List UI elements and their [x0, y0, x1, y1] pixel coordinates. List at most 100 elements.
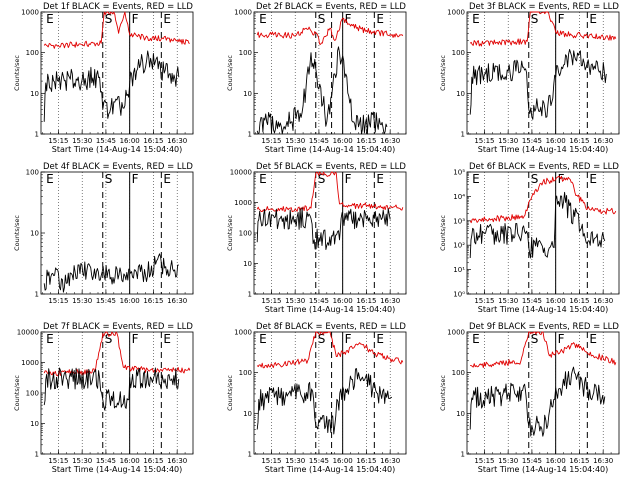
x-tick-label: 15:15: [474, 297, 494, 305]
y-tick-label: 10⁵: [453, 169, 465, 177]
marker-s: S: [318, 172, 326, 186]
panel-title: Det 1f BLACK = Events, RED = LLD: [43, 2, 193, 12]
marker-e: E: [259, 172, 267, 186]
panel-det-8: Det 8f BLACK = Events, RED = LLD 15:15 15:…: [226, 322, 407, 474]
x-tick-label: 15:45: [522, 457, 542, 465]
y-tick-label: 1000: [234, 9, 252, 17]
x-axis-label: Start Time (14-Aug-14 15:04:40): [265, 305, 396, 314]
x-tick-label: 16:30: [593, 457, 613, 465]
x-tick-label: 16:15: [569, 137, 589, 145]
marker-s: S: [105, 332, 113, 346]
y-tick-label: 1: [248, 451, 252, 459]
y-tick-label: 10¹: [453, 266, 465, 274]
x-axis-label: Start Time (14-Aug-14 15:04:40): [265, 465, 396, 474]
x-axis-label: Start Time (14-Aug-14 15:04:40): [52, 145, 183, 154]
y-axis-label: Counts/sec: [13, 55, 21, 91]
x-tick-label: 15:30: [498, 297, 518, 305]
marker-e: E: [589, 332, 597, 346]
panel-det-6: Det 6f BLACK = Events, RED = LLD 15:15 15:…: [439, 162, 620, 314]
y-axis-label: Counts/sec: [439, 215, 447, 251]
marker-f: F: [345, 12, 352, 26]
marker-e: E: [589, 12, 597, 26]
y-axis-label: Counts/sec: [13, 215, 21, 251]
series-events-line: [43, 253, 179, 293]
plot-frame: [466, 11, 620, 135]
y-tick-label: 1: [35, 131, 39, 139]
x-axis-label: Start Time (14-Aug-14 15:04:40): [52, 465, 183, 474]
marker-f: F: [132, 12, 139, 26]
marker-e: E: [376, 12, 384, 26]
series-events-line: [43, 367, 180, 411]
panel-title: Det 9f BLACK = Events, RED = LLD: [469, 322, 619, 332]
marker-s: S: [531, 332, 539, 346]
x-axis-label: Start Time (14-Aug-14 15:04:40): [478, 465, 609, 474]
x-tick-label: 15:30: [285, 457, 305, 465]
x-tick-label: 15:45: [309, 457, 329, 465]
marker-e: E: [46, 332, 54, 346]
marker-e: E: [472, 12, 480, 26]
y-tick-label: 100: [26, 169, 39, 177]
y-tick-label: 1: [35, 291, 39, 299]
x-tick-label: 16:15: [356, 137, 376, 145]
x-tick-label: 16:00: [333, 297, 353, 305]
marker-s: S: [531, 12, 539, 26]
y-tick-label: 10: [30, 420, 39, 428]
x-tick-label: 15:45: [96, 137, 116, 145]
x-tick-label: 15:45: [96, 457, 116, 465]
x-tick-label: 15:45: [96, 297, 116, 305]
marker-e: E: [163, 12, 171, 26]
x-tick-label: 16:30: [167, 137, 187, 145]
series-lld-line: [470, 331, 617, 369]
marker-e: E: [46, 12, 54, 26]
y-tick-label: 1000: [234, 329, 252, 337]
marker-e: E: [472, 332, 480, 346]
x-tick-label: 15:30: [72, 137, 92, 145]
y-axis-label: Counts/sec: [13, 375, 21, 411]
marker-f: F: [132, 332, 139, 346]
y-tick-label: 100: [452, 369, 465, 377]
x-tick-label: 15:30: [72, 297, 92, 305]
series-events-line: [469, 49, 607, 120]
panel-title: Det 5f BLACK = Events, RED = LLD: [256, 162, 406, 172]
x-tick-label: 16:00: [546, 137, 566, 145]
plot-frame: [40, 331, 194, 455]
y-tick-label: 10000: [17, 329, 39, 337]
series-lld-line: [256, 171, 404, 213]
marker-f: F: [558, 12, 565, 26]
panel-title: Det 3f BLACK = Events, RED = LLD: [469, 2, 619, 12]
y-tick-label: 100: [239, 49, 252, 57]
x-tick-label: 16:15: [143, 297, 163, 305]
x-tick-label: 15:45: [309, 137, 329, 145]
series-events-line: [256, 207, 391, 250]
x-tick-label: 15:45: [309, 297, 329, 305]
y-axis-label: Counts/sec: [439, 55, 447, 91]
x-tick-label: 16:30: [167, 297, 187, 305]
x-axis-label: Start Time (14-Aug-14 15:04:40): [478, 145, 609, 154]
y-tick-label: 1000: [21, 359, 39, 367]
panel-det-4: Det 4f BLACK = Events, RED = LLD 15:15 15:…: [13, 162, 194, 305]
panel-title: Det 4f BLACK = Events, RED = LLD: [43, 162, 193, 172]
y-tick-label: 10⁴: [453, 193, 465, 201]
x-tick-label: 15:45: [522, 297, 542, 305]
y-tick-label: 1: [461, 451, 465, 459]
panel-det-2: Det 2f BLACK = Events, RED = LLD 15:15 15:…: [226, 2, 407, 154]
series-lld-line: [256, 331, 404, 369]
marker-s: S: [318, 12, 326, 26]
y-tick-label: 10: [30, 90, 39, 98]
panel-title: Det 8f BLACK = Events, RED = LLD: [256, 322, 406, 332]
panel-title: Det 6f BLACK = Events, RED = LLD: [469, 162, 619, 172]
series-lld-line: [43, 11, 190, 49]
marker-e: E: [472, 172, 480, 186]
x-tick-label: 16:15: [356, 457, 376, 465]
x-tick-label: 16:00: [333, 137, 353, 145]
y-tick-label: 10: [30, 230, 39, 238]
panel-title: Det 2f BLACK = Events, RED = LLD: [256, 2, 406, 12]
x-tick-label: 16:30: [380, 457, 400, 465]
series-lld-line: [256, 17, 404, 45]
x-tick-label: 16:15: [569, 457, 589, 465]
series-lld-line: [43, 331, 191, 377]
y-tick-label: 100: [26, 390, 39, 398]
y-tick-label: 1: [248, 291, 252, 299]
marker-s: S: [105, 172, 113, 186]
y-tick-label: 100: [452, 49, 465, 57]
